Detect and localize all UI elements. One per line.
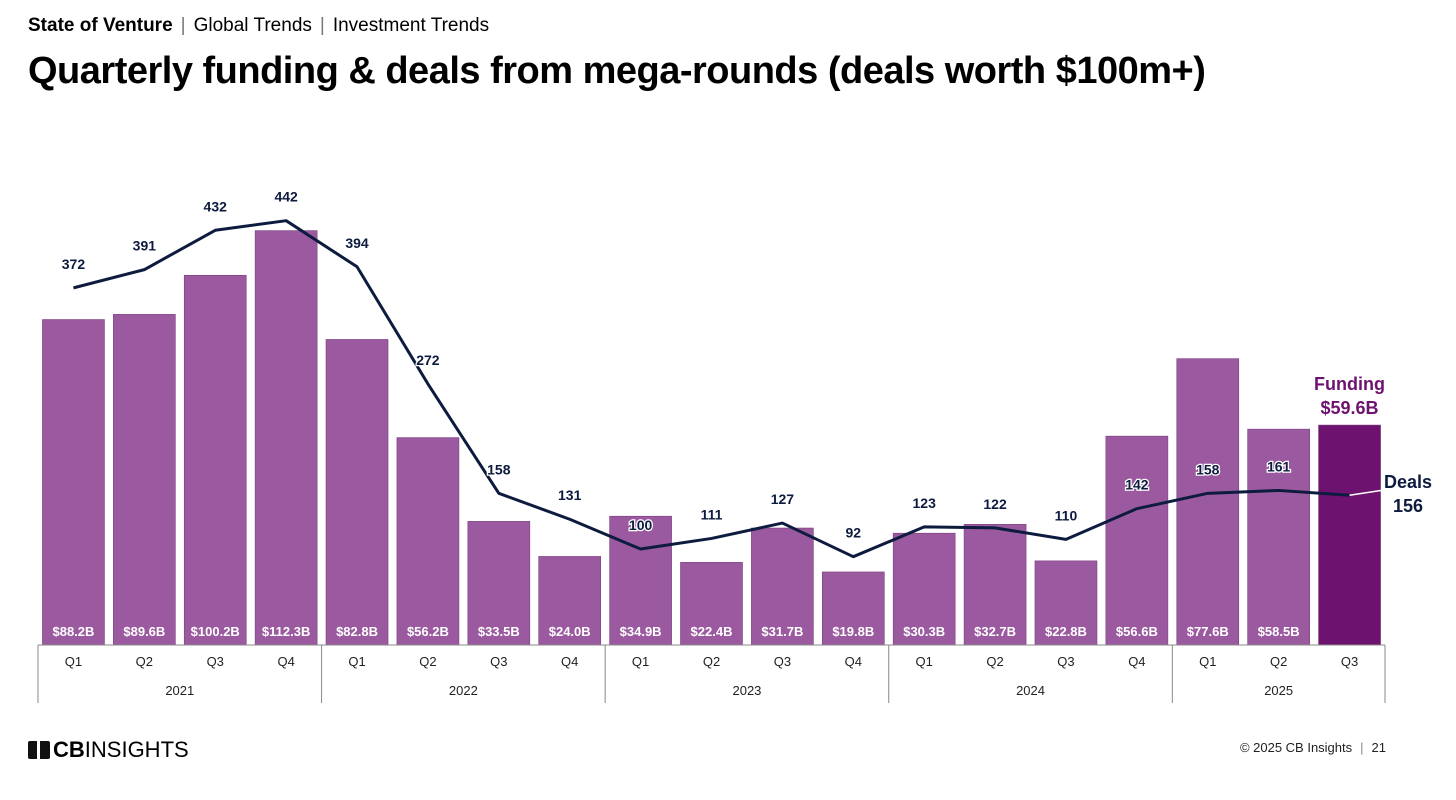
- funding-label: $100.2B: [191, 624, 240, 639]
- crumb-separator: |: [180, 15, 186, 36]
- funding-label: $82.8B: [336, 624, 378, 639]
- funding-bar: [1318, 424, 1381, 646]
- funding-annotation-value: $59.6B: [1321, 398, 1379, 418]
- funding-label: $19.8B: [832, 624, 874, 639]
- deals-label: 142: [1125, 477, 1149, 493]
- breadcrumb: State of Venture | Global Trends | Investmen…: [28, 15, 489, 37]
- cb-insights-logo: CB INSIGHTS: [28, 737, 189, 763]
- quarter-tick-label: Q3: [1057, 654, 1074, 669]
- funding-bar: [467, 521, 531, 646]
- deals-label: 432: [204, 198, 228, 214]
- deals-label: 442: [274, 189, 298, 205]
- deals-label: 391: [133, 238, 157, 254]
- quarter-tick-label: Q2: [703, 654, 720, 669]
- quarter-tick-label: Q4: [277, 654, 294, 669]
- funding-bar: [1034, 560, 1098, 646]
- quarter-tick-label: Q4: [561, 654, 578, 669]
- funding-bar: [396, 437, 460, 646]
- quarter-tick-label: Q3: [207, 654, 224, 669]
- funding-label: $34.9B: [620, 624, 662, 639]
- copyright: © 2025 CB Insights: [1239, 740, 1353, 755]
- year-tick-label: 2021: [165, 683, 194, 698]
- funding-bar: [1247, 428, 1310, 646]
- funding-label: $56.6B: [1116, 624, 1158, 639]
- deals-label: 272: [416, 352, 440, 368]
- funding-label: $24.0B: [549, 624, 591, 639]
- logo-text-bold: CB: [53, 737, 85, 762]
- funding-label: $89.6B: [123, 624, 165, 639]
- funding-label: $112.3B: [262, 624, 310, 639]
- crumb-investment-trends: Investment Trends: [332, 15, 490, 36]
- deals-label: 110: [1055, 507, 1078, 523]
- deals-label: 372: [62, 256, 86, 272]
- funding-label: $33.5B: [478, 624, 520, 639]
- deals-label: 158: [1196, 461, 1220, 477]
- funding-bar: [680, 562, 743, 646]
- funding-bar: [113, 314, 176, 646]
- funding-label: $77.6B: [1187, 624, 1229, 639]
- deals-label: 158: [487, 461, 511, 477]
- quarter-tick-label: Q4: [1128, 654, 1145, 669]
- crumb-state-of-venture: State of Venture: [28, 15, 173, 36]
- quarter-tick-label: Q2: [136, 654, 153, 669]
- deals-annotation-value: 156: [1393, 496, 1423, 516]
- funding-bar: [609, 515, 672, 646]
- deals-annotation-label: Deals: [1384, 472, 1432, 492]
- quarter-tick-label: Q1: [65, 654, 82, 669]
- quarter-tick-label: Q2: [986, 654, 1003, 669]
- funding-bar: [42, 319, 105, 646]
- quarter-tick-label: Q2: [419, 654, 436, 669]
- deals-label: 100: [629, 517, 653, 533]
- deals-line: [73, 219, 1350, 559]
- funding-bar: [1105, 435, 1169, 646]
- funding-bar: [254, 230, 318, 646]
- funding-bar: [538, 556, 602, 646]
- deals-label: 161: [1267, 458, 1291, 474]
- quarter-tick-label: Q1: [348, 654, 365, 669]
- year-tick-label: 2023: [732, 683, 761, 698]
- funding-bar: [821, 571, 885, 646]
- funding-annotation-label: Funding: [1314, 374, 1385, 394]
- crumb-separator: |: [319, 15, 325, 36]
- year-tick-label: 2022: [449, 683, 478, 698]
- logo-text: INSIGHTS: [84, 737, 189, 762]
- deals-label: 127: [771, 491, 795, 507]
- funding-bar: [325, 339, 389, 646]
- quarter-tick-label: Q3: [1341, 654, 1358, 669]
- quarter-tick-label: Q3: [490, 654, 507, 669]
- funding-label: $22.8B: [1045, 624, 1087, 639]
- quarter-tick-label: Q2: [1270, 654, 1287, 669]
- funding-label: $56.2B: [407, 624, 449, 639]
- funding-label: $22.4B: [691, 624, 733, 639]
- funding-bar: [183, 274, 247, 646]
- funding-bar: [1176, 358, 1240, 646]
- year-tick-label: 2025: [1264, 683, 1293, 698]
- funding-label: $88.2B: [52, 624, 94, 639]
- quarter-tick-label: Q1: [916, 654, 933, 669]
- deals-label: 131: [558, 487, 582, 503]
- funding-label: $31.7B: [761, 624, 803, 639]
- deals-label: 122: [983, 496, 1007, 512]
- cb-logo-icon: [28, 741, 50, 759]
- funding-label: $58.5B: [1258, 624, 1300, 639]
- footer: © 2025 CB Insights | 21: [1239, 740, 1386, 755]
- funding-label: $32.7B: [974, 624, 1016, 639]
- crumb-global-trends: Global Trends: [193, 15, 312, 36]
- quarter-tick-label: Q1: [1199, 654, 1216, 669]
- page-title: Quarterly funding & deals from mega-roun…: [28, 50, 1206, 92]
- page-number: 21: [1371, 740, 1386, 755]
- deals-label: 394: [345, 235, 369, 251]
- year-tick-label: 2024: [1016, 683, 1045, 698]
- deals-annotation-leader: [1349, 489, 1385, 496]
- quarter-tick-label: Q1: [632, 654, 649, 669]
- quarter-tick-label: Q3: [774, 654, 791, 669]
- deals-label: 123: [913, 495, 937, 511]
- deals-label: 111: [701, 506, 723, 522]
- funding-bar: [963, 524, 1027, 646]
- deals-label: 92: [846, 525, 862, 541]
- funding-label: $30.3B: [903, 624, 945, 639]
- quarter-tick-label: Q4: [845, 654, 862, 669]
